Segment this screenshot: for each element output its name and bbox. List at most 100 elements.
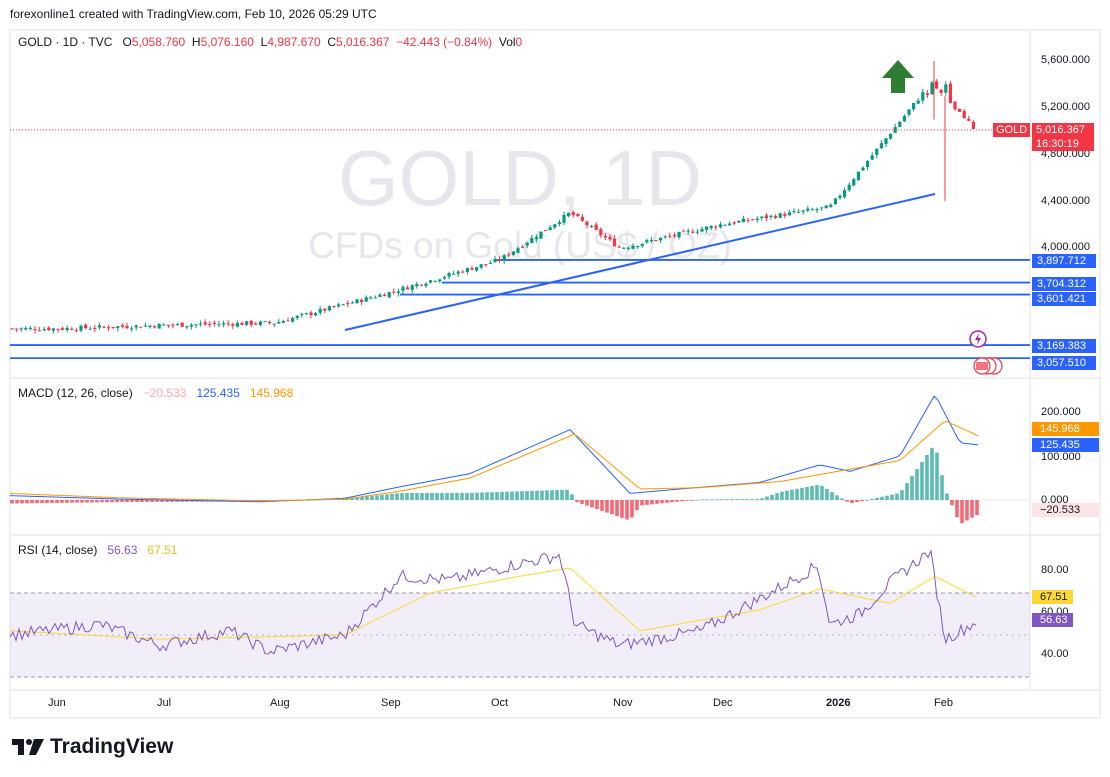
macd-histogram-bar bbox=[965, 500, 969, 521]
candle-body bbox=[392, 291, 396, 293]
macd-histogram-bar bbox=[655, 500, 659, 504]
macd-histogram-bar bbox=[140, 500, 144, 503]
macd-histogram-bar bbox=[25, 500, 29, 504]
candle-body bbox=[378, 294, 382, 298]
candle-body bbox=[879, 143, 883, 149]
candle-body bbox=[484, 264, 488, 266]
price-axis-tick: 4,400.000 bbox=[1041, 195, 1090, 207]
candle-body bbox=[79, 325, 83, 331]
level-tag: 3,169.383 bbox=[1032, 339, 1096, 353]
macd-histogram-bar bbox=[730, 499, 734, 500]
candle-body bbox=[838, 195, 842, 199]
macd-histogram-bar bbox=[475, 492, 479, 500]
candle-body bbox=[139, 326, 143, 328]
time-axis-tick: 2026 bbox=[826, 697, 851, 709]
candle-body bbox=[134, 325, 138, 328]
macd-histogram-bar bbox=[960, 500, 964, 524]
macd-histogram-bar bbox=[825, 488, 829, 500]
candle-body bbox=[447, 273, 451, 277]
candle-body bbox=[774, 216, 778, 218]
macd-title[interactable]: MACD (12, 26, close) bbox=[18, 386, 133, 400]
macd-histogram-bar bbox=[510, 491, 514, 500]
candle-body bbox=[438, 279, 442, 282]
macd-histogram-bar bbox=[130, 500, 134, 503]
macd-histogram-bar bbox=[615, 500, 619, 517]
macd-histogram-bar bbox=[105, 500, 109, 503]
candle-body bbox=[350, 302, 354, 304]
candle-body bbox=[728, 223, 732, 226]
candle-body bbox=[778, 213, 782, 218]
rsi-ma-line bbox=[9, 567, 977, 640]
macd-histogram-bar bbox=[595, 500, 599, 510]
macd-histogram-bar bbox=[390, 493, 394, 500]
macd-histogram-bar bbox=[180, 500, 184, 502]
candle-body bbox=[231, 324, 235, 326]
symbol-label[interactable]: GOLD · 1D · TVC bbox=[18, 35, 113, 49]
time-axis-tick: Jun bbox=[48, 697, 66, 709]
macd-histogram-bar bbox=[850, 500, 854, 504]
macd-histogram-bar bbox=[585, 500, 589, 506]
volume-value: 0 bbox=[515, 35, 523, 49]
macd-histogram-bar bbox=[930, 447, 934, 500]
candle-body bbox=[291, 317, 295, 322]
macd-histogram-bar bbox=[695, 499, 699, 501]
candle-body bbox=[176, 323, 180, 325]
macd-histogram-bar bbox=[425, 492, 429, 500]
candle-body bbox=[718, 224, 722, 228]
macd-histogram-bar bbox=[365, 496, 369, 500]
candle-body bbox=[309, 312, 313, 315]
macd-histogram-bar bbox=[55, 500, 59, 503]
candle-body bbox=[332, 306, 336, 308]
candle-body bbox=[323, 308, 327, 311]
macd-histogram-bar bbox=[750, 499, 754, 500]
rsi-line bbox=[9, 549, 977, 655]
macd-histogram-bar bbox=[495, 492, 499, 500]
candle-body bbox=[659, 237, 663, 241]
macd-histogram-bar bbox=[525, 491, 529, 500]
macd-histogram-bar bbox=[955, 500, 959, 518]
macd-signal-line bbox=[9, 420, 979, 502]
candle-body bbox=[645, 240, 649, 243]
candle-body bbox=[930, 82, 934, 95]
candle-body bbox=[824, 205, 828, 209]
price-tag-symbol: GOLD bbox=[993, 123, 1031, 137]
macd-histogram-bar bbox=[880, 496, 884, 500]
candle-body bbox=[700, 228, 704, 232]
macd-histogram-bar bbox=[875, 497, 879, 500]
rsi-axis-tick: 80.00 bbox=[1041, 564, 1069, 576]
candle-body bbox=[180, 322, 184, 327]
candle-body bbox=[562, 214, 566, 223]
candle-body bbox=[502, 255, 506, 261]
candle-body bbox=[314, 313, 318, 316]
macd-histogram-bar bbox=[845, 500, 849, 502]
macd-histogram-bar bbox=[945, 493, 949, 500]
candle-body bbox=[709, 225, 713, 229]
macd-histogram-bar bbox=[740, 499, 744, 500]
candle-body bbox=[84, 324, 88, 329]
macd-signal-tag: 145.968 bbox=[1032, 422, 1099, 436]
candle-body bbox=[10, 328, 14, 330]
macd-histogram-bar bbox=[940, 475, 944, 500]
candle-body bbox=[153, 326, 157, 328]
macd-histogram-bar bbox=[800, 487, 804, 500]
rsi-title[interactable]: RSI (14, close) bbox=[18, 543, 98, 557]
candle-body bbox=[56, 328, 60, 330]
macd-histogram-bar bbox=[935, 452, 939, 500]
candle-body bbox=[498, 259, 502, 261]
macd-histogram-bar bbox=[380, 494, 384, 500]
macd-histogram-bar bbox=[135, 500, 139, 503]
tradingview-brand-text: TradingView bbox=[50, 735, 174, 758]
tradingview-logo[interactable]: TradingView bbox=[12, 735, 173, 759]
candle-body bbox=[281, 321, 285, 323]
macd-histogram-bar bbox=[895, 493, 899, 500]
candle-body bbox=[751, 219, 755, 221]
macd-histogram-bar bbox=[810, 486, 814, 500]
macd-histogram-bar bbox=[515, 491, 519, 500]
time-axis-tick: Aug bbox=[270, 697, 290, 709]
candle-body bbox=[212, 322, 216, 324]
low-label: L bbox=[260, 35, 268, 49]
candle-body bbox=[870, 155, 874, 160]
macd-histogram-bar bbox=[90, 500, 94, 503]
macd-histogram-bar bbox=[620, 500, 624, 518]
